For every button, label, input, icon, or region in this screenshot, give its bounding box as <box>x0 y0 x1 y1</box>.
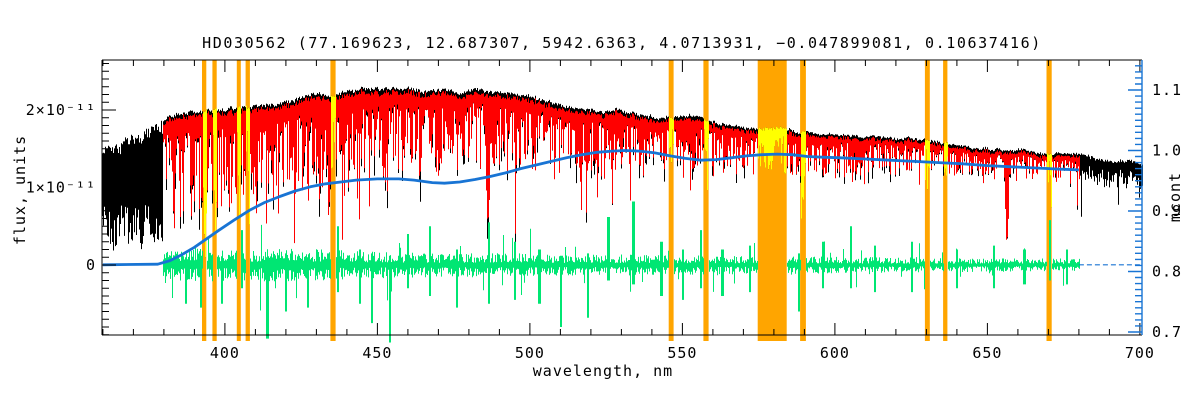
masked-band <box>757 60 787 341</box>
right-axis <box>1128 60 1143 335</box>
y-right-tick-label: 0.7 <box>1152 323 1182 341</box>
masked-band <box>668 60 674 341</box>
masked-band <box>943 60 948 341</box>
x-tick-label: 600 <box>820 344 850 362</box>
tick-labels: 400 450 500 550 600 650 700 0 1×10⁻¹¹ 2×10⁻¹¹ 0.7 0… <box>26 81 1182 362</box>
mcont-line <box>102 149 1079 267</box>
model-spectrum <box>163 89 1080 244</box>
y-left-tick-label: 0 <box>86 256 96 274</box>
masked-band <box>924 60 930 341</box>
masked-band <box>703 60 709 341</box>
masked-band <box>330 60 336 341</box>
masked-band <box>1046 60 1052 341</box>
model-spectrum-series <box>163 89 1080 244</box>
masked-band <box>800 60 806 341</box>
y-right-tick-label: 0.9 <box>1152 202 1182 220</box>
masked-band <box>245 60 250 341</box>
x-tick-label: 450 <box>362 344 392 362</box>
masked-band <box>212 60 217 341</box>
plot-title: HD030562 (77.169623, 12.687307, 5942.636… <box>202 34 1042 52</box>
y-right-tick-label: 1.0 <box>1152 142 1182 160</box>
plot-frame-and-ticks <box>101 59 1143 336</box>
mcont-curve <box>102 149 1142 267</box>
masked-observed-spectrum <box>203 95 1052 258</box>
x-tick-label: 550 <box>667 344 697 362</box>
residuals-series <box>163 201 1080 343</box>
y-axis-left-label: flux, units <box>11 135 29 245</box>
x-tick-label: 700 <box>1125 344 1155 362</box>
masked-observed-points <box>203 95 1052 258</box>
x-axis-label: wavelength, nm <box>533 362 673 380</box>
y-right-tick-label: 0.8 <box>1152 263 1182 281</box>
x-tick-label: 500 <box>515 344 545 362</box>
y-axis-right-label: mcont <box>1166 172 1184 222</box>
y-left-tick-label: 1×10⁻¹¹ <box>26 179 96 197</box>
x-tick-label: 400 <box>210 344 240 362</box>
axes-frame <box>101 59 1142 336</box>
x-tick-label: 650 <box>972 344 1002 362</box>
masked-wavelength-bands <box>202 60 1052 341</box>
y-left-tick-label: 2×10⁻¹¹ <box>26 101 96 119</box>
y-right-tick-label: 1.1 <box>1152 81 1182 99</box>
masked-band <box>236 60 241 341</box>
residual-spectrum <box>163 201 1080 343</box>
